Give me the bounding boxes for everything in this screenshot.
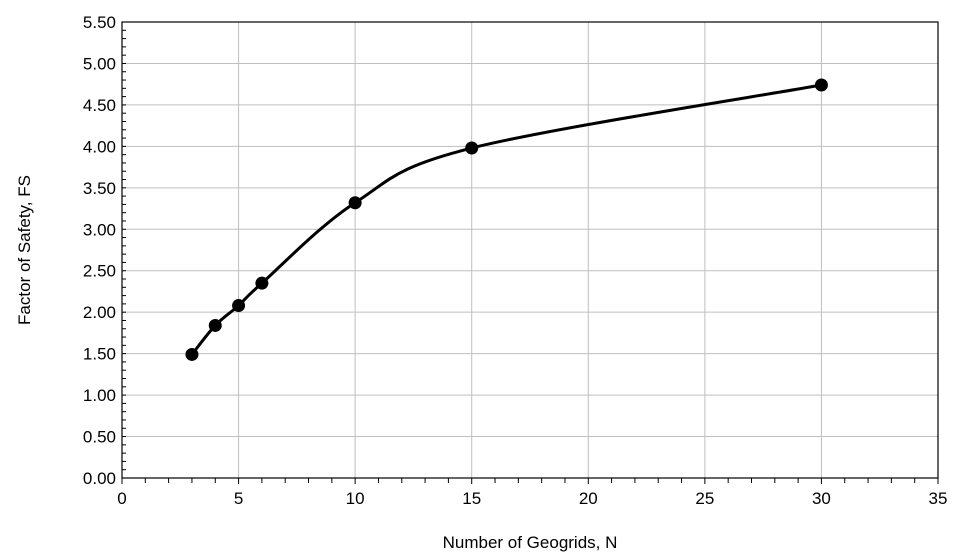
- y-tick-label: 4.50: [83, 96, 116, 115]
- data-point: [814, 78, 828, 92]
- y-tick-label: 4.00: [83, 137, 116, 156]
- y-tick-label: 5.50: [83, 13, 116, 32]
- x-tick-label: 35: [929, 489, 948, 508]
- x-axis-title: Number of Geogrids, N: [443, 533, 618, 552]
- gridlines: [122, 22, 938, 478]
- x-tick-label: 5: [234, 489, 243, 508]
- x-tick-label: 20: [579, 489, 598, 508]
- y-tick-label: 3.50: [83, 179, 116, 198]
- x-tick-label: 15: [462, 489, 481, 508]
- y-tick-label: 1.00: [83, 386, 116, 405]
- series-layer: [185, 78, 828, 361]
- minor-ticks: [121, 21, 939, 484]
- y-tick-label: 0.50: [83, 428, 116, 447]
- y-tick-label: 2.00: [83, 303, 116, 322]
- y-tick-label: 1.50: [83, 345, 116, 364]
- y-tick-label: 2.50: [83, 262, 116, 281]
- data-point: [255, 276, 269, 290]
- y-tick-label: 5.00: [83, 54, 116, 73]
- x-tick-label: 0: [117, 489, 126, 508]
- data-point: [232, 299, 246, 313]
- data-point: [465, 141, 479, 155]
- x-tick-label: 10: [346, 489, 365, 508]
- plot-area-border: [121, 21, 939, 479]
- x-tick-labels: 0 5 10 15 20 25 30 35: [117, 489, 947, 508]
- x-tick-label: 30: [812, 489, 831, 508]
- y-axis-title: Factor of Safety, FS: [15, 175, 34, 325]
- y-tick-labels: 0.00 0.50 1.00 1.50 2.00 2.50 3.00 3.50 4.00 4.50…: [83, 13, 116, 488]
- data-point: [185, 347, 199, 361]
- y-tick-label: 3.00: [83, 220, 116, 239]
- x-tick-label: 25: [695, 489, 714, 508]
- y-tick-label: 0.00: [83, 469, 116, 488]
- data-point: [348, 196, 362, 210]
- data-point: [208, 318, 222, 332]
- series-line: [190, 83, 822, 356]
